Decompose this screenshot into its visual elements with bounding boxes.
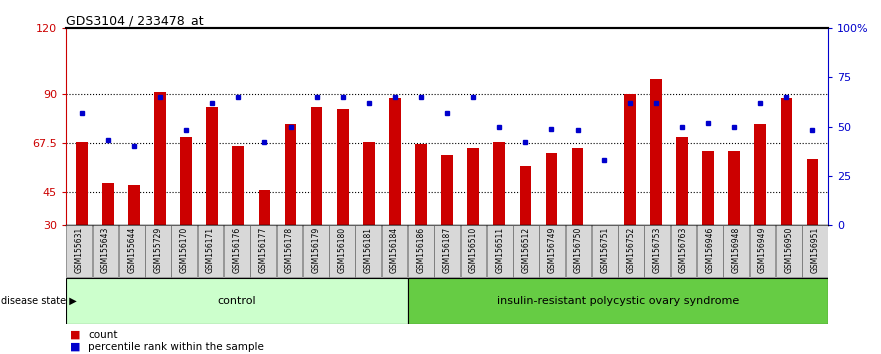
Bar (670, 225, 697, 278)
Bar (434, 225, 460, 278)
Text: percentile rank within the sample: percentile rank within the sample (88, 342, 264, 352)
Text: GSM156763: GSM156763 (679, 227, 688, 273)
Text: GSM155729: GSM155729 (153, 227, 163, 273)
Text: GSM156511: GSM156511 (495, 227, 504, 273)
Bar (624, 94, 636, 225)
Bar (381, 225, 407, 278)
Bar (487, 225, 513, 278)
Bar (618, 225, 644, 278)
Text: ■: ■ (70, 342, 81, 352)
Bar (389, 98, 401, 225)
Bar (337, 109, 349, 225)
Bar (128, 185, 140, 225)
Text: GSM156177: GSM156177 (259, 227, 268, 273)
Bar (676, 137, 688, 225)
Bar (76, 142, 87, 225)
Bar (102, 183, 114, 225)
Bar (277, 225, 302, 278)
Text: GSM156749: GSM156749 (548, 227, 557, 273)
Text: GSM156752: GSM156752 (626, 227, 635, 273)
Bar (119, 225, 144, 278)
Bar (145, 225, 171, 278)
Text: GSM156181: GSM156181 (364, 227, 373, 273)
Text: GSM156186: GSM156186 (417, 227, 426, 273)
Bar (250, 225, 276, 278)
Bar (224, 225, 249, 278)
Text: GSM156949: GSM156949 (758, 227, 767, 273)
Bar (650, 79, 662, 225)
Bar (750, 225, 775, 278)
Text: GSM156179: GSM156179 (311, 227, 320, 273)
Bar (363, 142, 374, 225)
Bar (807, 159, 818, 225)
Text: GSM155643: GSM155643 (101, 227, 110, 273)
Text: GSM156750: GSM156750 (574, 227, 583, 273)
Text: GSM156512: GSM156512 (522, 227, 530, 273)
Text: GSM156187: GSM156187 (442, 227, 452, 273)
Bar (285, 124, 296, 225)
Bar (206, 107, 218, 225)
Bar (539, 225, 565, 278)
Bar (154, 92, 166, 225)
Bar (303, 225, 329, 278)
Bar (592, 225, 618, 278)
Bar (729, 150, 740, 225)
Bar (415, 144, 427, 225)
Text: GSM156948: GSM156948 (731, 227, 741, 273)
Text: insulin-resistant polycystic ovary syndrome: insulin-resistant polycystic ovary syndr… (497, 296, 739, 306)
Bar (408, 278, 828, 324)
Bar (598, 225, 610, 232)
Text: GSM156176: GSM156176 (233, 227, 241, 273)
Text: GSM156170: GSM156170 (180, 227, 189, 273)
Text: count: count (88, 330, 117, 339)
Bar (66, 225, 93, 278)
Text: GSM156180: GSM156180 (337, 227, 346, 273)
Bar (329, 225, 355, 278)
Bar (467, 148, 479, 225)
Text: GSM156184: GSM156184 (390, 227, 399, 273)
Bar (181, 137, 192, 225)
Text: GSM156950: GSM156950 (784, 227, 793, 273)
Bar (545, 153, 558, 225)
Text: GSM156178: GSM156178 (285, 227, 294, 273)
Bar (258, 190, 270, 225)
Text: GSM155644: GSM155644 (127, 227, 137, 273)
Bar (93, 225, 118, 278)
Bar (461, 225, 486, 278)
Bar (441, 155, 453, 225)
Text: GSM156751: GSM156751 (600, 227, 610, 273)
Text: GDS3104 / 233478_at: GDS3104 / 233478_at (66, 14, 204, 27)
Bar (513, 225, 539, 278)
Bar (645, 225, 670, 278)
Bar (572, 148, 583, 225)
Bar (408, 225, 433, 278)
Bar (233, 146, 244, 225)
Text: GSM156951: GSM156951 (811, 227, 819, 273)
Bar (493, 142, 505, 225)
Bar (520, 166, 531, 225)
Bar (754, 124, 766, 225)
Bar (776, 225, 802, 278)
Text: disease state ▶: disease state ▶ (1, 296, 77, 306)
Text: GSM156510: GSM156510 (469, 227, 478, 273)
Text: ■: ■ (70, 330, 81, 339)
Bar (197, 225, 224, 278)
Bar (723, 225, 749, 278)
Text: GSM156753: GSM156753 (653, 227, 662, 273)
Text: GSM156946: GSM156946 (706, 227, 714, 273)
Bar (66, 278, 408, 324)
Text: GSM156171: GSM156171 (206, 227, 215, 273)
Bar (697, 225, 722, 278)
Bar (172, 225, 197, 278)
Bar (355, 225, 381, 278)
Bar (311, 107, 322, 225)
Text: control: control (218, 296, 256, 306)
Bar (802, 225, 828, 278)
Bar (781, 98, 792, 225)
Bar (566, 225, 591, 278)
Text: GSM155631: GSM155631 (75, 227, 84, 273)
Bar (702, 150, 714, 225)
